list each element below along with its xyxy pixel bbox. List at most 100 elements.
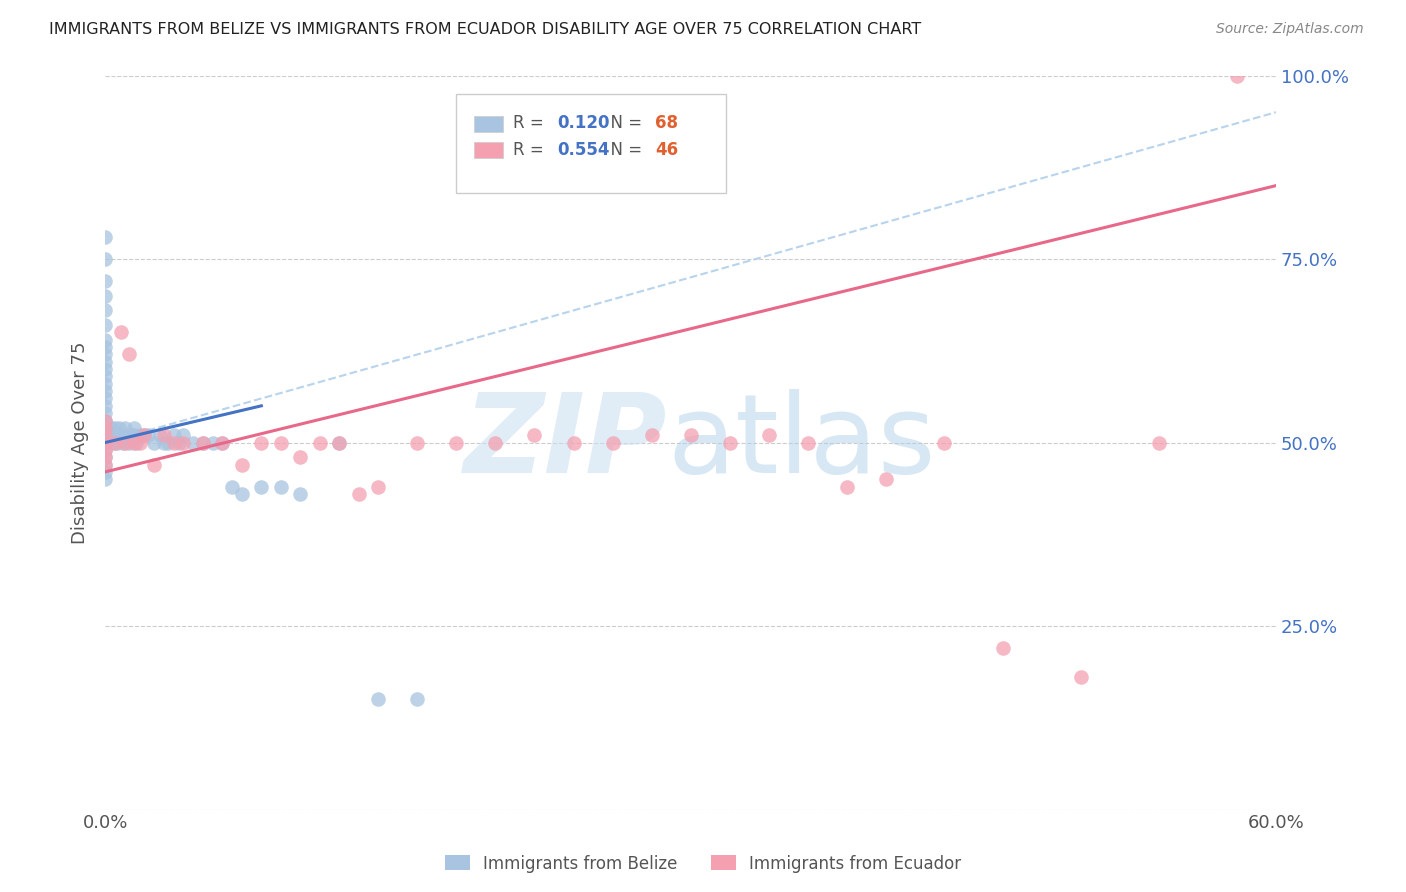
- Point: [149, 428, 172, 442]
- Point: [201, 435, 224, 450]
- Text: ZIP: ZIP: [464, 389, 668, 496]
- Point: [1147, 435, 1170, 450]
- Point: [934, 435, 956, 450]
- Text: N =: N =: [600, 114, 648, 132]
- Point: [105, 435, 128, 450]
- Point: [221, 479, 243, 493]
- Point: [94, 318, 117, 332]
- Point: [290, 450, 312, 465]
- Point: [169, 435, 191, 450]
- Point: [100, 421, 122, 435]
- FancyBboxPatch shape: [474, 143, 503, 159]
- Point: [94, 458, 117, 472]
- Point: [104, 421, 127, 435]
- Point: [94, 355, 117, 369]
- Point: [156, 435, 179, 450]
- Point: [94, 252, 117, 266]
- Point: [162, 435, 184, 450]
- Text: 46: 46: [655, 142, 679, 160]
- Point: [94, 347, 117, 361]
- Text: Source: ZipAtlas.com: Source: ZipAtlas.com: [1216, 22, 1364, 37]
- Point: [104, 428, 127, 442]
- Point: [110, 326, 132, 340]
- Point: [94, 362, 117, 376]
- Point: [94, 384, 117, 399]
- Point: [124, 421, 146, 435]
- Point: [104, 435, 127, 450]
- Point: [94, 376, 117, 391]
- Point: [114, 428, 136, 442]
- Point: [94, 274, 117, 288]
- Point: [406, 692, 429, 706]
- Point: [114, 435, 136, 450]
- Point: [125, 435, 148, 450]
- Point: [124, 428, 146, 442]
- Point: [98, 428, 121, 442]
- Point: [718, 435, 741, 450]
- Point: [94, 413, 117, 427]
- Point: [211, 435, 233, 450]
- Point: [484, 435, 506, 450]
- Point: [129, 428, 152, 442]
- Point: [446, 435, 468, 450]
- Point: [108, 421, 131, 435]
- Point: [162, 428, 184, 442]
- Point: [347, 487, 370, 501]
- Point: [94, 230, 117, 244]
- Point: [101, 435, 124, 450]
- Point: [172, 428, 194, 442]
- Point: [367, 479, 389, 493]
- Point: [191, 435, 214, 450]
- Point: [117, 435, 139, 450]
- Point: [94, 428, 117, 442]
- Point: [231, 487, 253, 501]
- Point: [367, 692, 389, 706]
- Text: R =: R =: [513, 142, 548, 160]
- Point: [94, 435, 117, 450]
- Point: [110, 428, 132, 442]
- Point: [94, 428, 117, 442]
- Point: [94, 450, 117, 465]
- Point: [117, 347, 139, 361]
- Point: [1070, 670, 1092, 684]
- Point: [875, 472, 897, 486]
- Text: IMMIGRANTS FROM BELIZE VS IMMIGRANTS FROM ECUADOR DISABILITY AGE OVER 75 CORRELA: IMMIGRANTS FROM BELIZE VS IMMIGRANTS FRO…: [49, 22, 921, 37]
- Point: [94, 472, 117, 486]
- Text: R =: R =: [513, 114, 548, 132]
- FancyBboxPatch shape: [474, 116, 503, 132]
- Point: [679, 428, 702, 442]
- Point: [114, 421, 136, 435]
- Point: [191, 435, 214, 450]
- Point: [562, 435, 585, 450]
- Point: [94, 428, 117, 442]
- Point: [94, 399, 117, 413]
- Point: [290, 487, 312, 501]
- Point: [640, 428, 662, 442]
- Point: [796, 435, 818, 450]
- Point: [328, 435, 350, 450]
- Point: [94, 458, 117, 472]
- Point: [94, 450, 117, 465]
- Point: [94, 442, 117, 457]
- Point: [136, 428, 159, 442]
- Text: 68: 68: [655, 114, 679, 132]
- Point: [152, 428, 174, 442]
- Point: [143, 435, 166, 450]
- Y-axis label: Disability Age Over 75: Disability Age Over 75: [72, 342, 89, 544]
- Point: [94, 413, 117, 427]
- Point: [134, 428, 156, 442]
- Point: [250, 479, 273, 493]
- Point: [94, 340, 117, 354]
- Point: [250, 435, 273, 450]
- Point: [129, 435, 152, 450]
- Point: [94, 435, 117, 450]
- Point: [231, 458, 253, 472]
- Text: N =: N =: [600, 142, 648, 160]
- Point: [94, 435, 117, 450]
- Point: [94, 406, 117, 420]
- Point: [94, 303, 117, 318]
- Point: [94, 421, 117, 435]
- Text: atlas: atlas: [668, 389, 935, 496]
- Text: 0.120: 0.120: [557, 114, 610, 132]
- Point: [94, 421, 117, 435]
